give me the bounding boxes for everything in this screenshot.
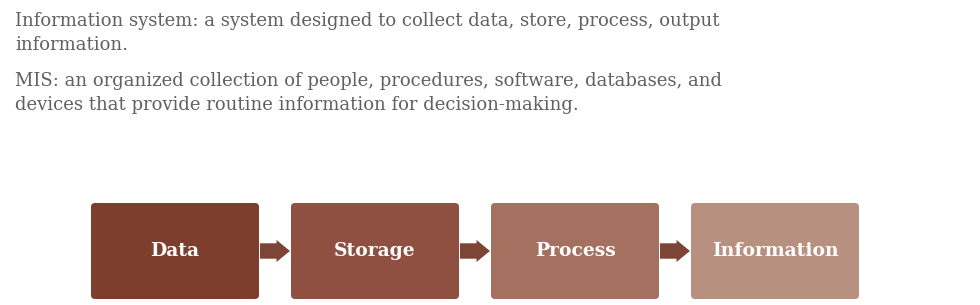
FancyBboxPatch shape	[691, 203, 859, 299]
Text: Storage: Storage	[334, 242, 416, 260]
FancyBboxPatch shape	[91, 203, 259, 299]
FancyBboxPatch shape	[491, 203, 659, 299]
Text: devices that provide routine information for decision-making.: devices that provide routine information…	[15, 96, 579, 114]
Text: Information system: a system designed to collect data, store, process, output: Information system: a system designed to…	[15, 12, 719, 30]
Polygon shape	[460, 240, 490, 262]
FancyBboxPatch shape	[291, 203, 459, 299]
Text: Information: Information	[711, 242, 838, 260]
Text: Process: Process	[535, 242, 615, 260]
Text: MIS: an organized collection of people, procedures, software, databases, and: MIS: an organized collection of people, …	[15, 72, 722, 90]
Text: Data: Data	[151, 242, 200, 260]
Text: information.: information.	[15, 36, 128, 54]
Polygon shape	[660, 240, 690, 262]
Polygon shape	[260, 240, 290, 262]
